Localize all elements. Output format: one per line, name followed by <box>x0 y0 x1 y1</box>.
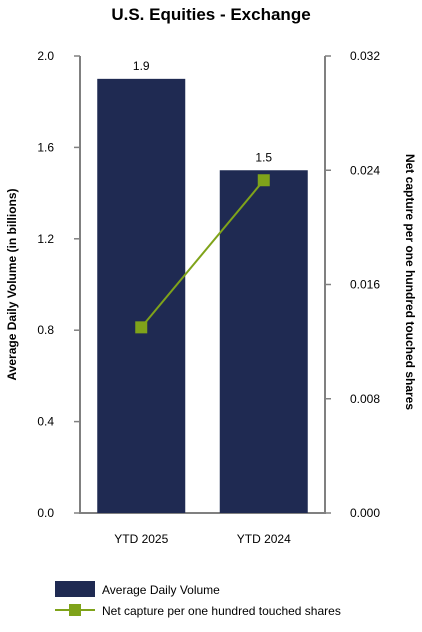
left-axis-ticks: 0.0 0.4 0.8 1.2 1.6 2.0 <box>37 49 80 520</box>
right-tick-label: 0.024 <box>350 163 380 177</box>
legend: Average Daily Volume Net capture per one… <box>55 581 341 618</box>
net-capture-marker <box>135 321 148 334</box>
legend-swatch-average-daily-volume <box>55 581 95 597</box>
left-tick-label: 1.6 <box>37 140 54 154</box>
chart-title: U.S. Equities - Exchange <box>111 5 310 24</box>
x-tick-label: YTD 2024 <box>237 532 291 546</box>
legend-swatch-net-capture-marker <box>69 604 81 616</box>
left-axis-title: Average Daily Volume (in billions) <box>5 188 19 380</box>
net-capture-line <box>140 179 265 328</box>
right-tick-label: 0.016 <box>350 278 380 292</box>
right-tick-label: 0.032 <box>350 49 380 63</box>
bar-series <box>97 78 308 513</box>
right-tick-label: 0.000 <box>350 506 380 520</box>
right-axis-title: Net capture per one hundred touched shar… <box>403 154 417 410</box>
right-axis-ticks: 0.000 0.008 0.016 0.024 0.032 <box>325 49 380 520</box>
bar <box>97 78 186 513</box>
bar-data-labels: 1.9 1.5 <box>133 59 273 164</box>
left-tick-label: 1.2 <box>37 232 54 246</box>
left-tick-label: 0.8 <box>37 323 54 337</box>
left-tick-label: 0.0 <box>37 506 54 520</box>
left-tick-label: 2.0 <box>37 49 54 63</box>
bar-data-label: 1.9 <box>133 59 150 73</box>
net-capture-marker <box>257 174 270 187</box>
x-axis-labels: YTD 2025 YTD 2024 <box>114 532 291 546</box>
bar <box>219 170 308 513</box>
left-tick-label: 0.4 <box>37 415 54 429</box>
bar-data-label: 1.5 <box>255 150 272 164</box>
line-series <box>135 174 270 334</box>
right-tick-label: 0.008 <box>350 392 380 406</box>
legend-label-average-daily-volume: Average Daily Volume <box>102 583 220 597</box>
legend-label-net-capture: Net capture per one hundred touched shar… <box>102 604 341 618</box>
x-tick-label: YTD 2025 <box>114 532 168 546</box>
